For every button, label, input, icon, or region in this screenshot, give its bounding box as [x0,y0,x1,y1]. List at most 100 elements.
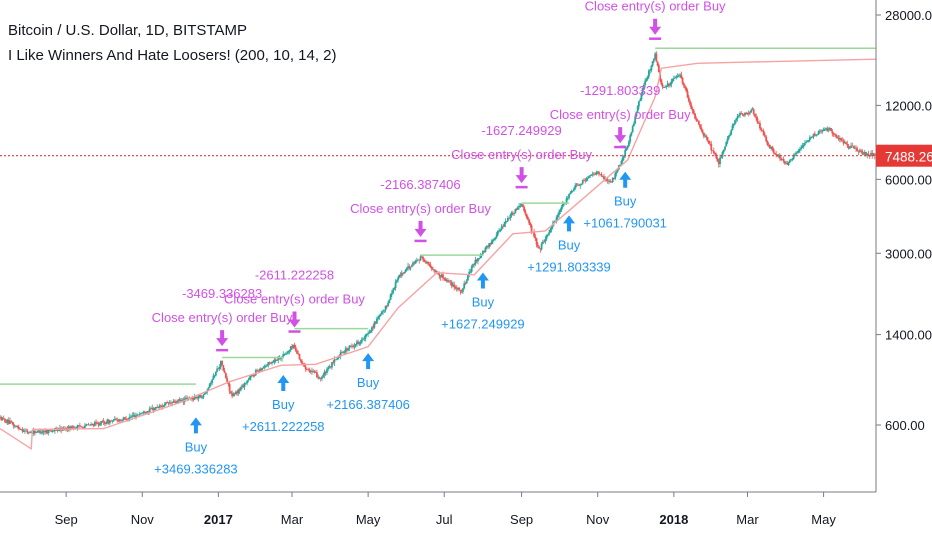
candle-body [830,128,832,132]
candle-body [176,400,179,403]
close-arrow-icon [414,220,427,237]
candle-body [68,426,71,430]
candle-body [198,395,201,397]
candle-body [12,424,15,427]
candle-body [403,272,406,274]
candle-body [161,405,164,407]
candle-body [500,226,503,230]
candle-body [526,216,529,220]
candle-body [581,180,584,184]
candle-body [771,146,774,150]
candle-body [191,397,194,399]
candle-body [418,259,421,261]
candle-body [513,213,516,215]
candle-body [503,223,506,227]
candle-body [311,370,313,372]
candle-body [328,366,331,368]
candle-body [286,352,288,354]
candle-body [185,397,187,399]
candle-body [640,93,643,100]
candle-body [704,135,706,137]
candle-body [651,61,654,66]
candle-body [324,371,327,373]
candle-body [579,184,582,186]
candle-body [86,424,89,426]
candle-body [760,128,763,131]
x-tick-label: Sep [55,512,78,527]
candle-body [631,126,634,133]
candle-body [846,144,849,146]
candle-body [97,423,100,426]
candle-body [7,419,10,424]
candle-body [151,408,154,409]
candle-body [271,361,273,364]
candle-body [419,256,422,261]
candle-body [598,171,600,175]
candle-body [22,431,25,432]
candle-body [343,351,346,353]
candle-body [744,112,746,116]
candle-body [267,362,270,365]
x-tick-label: 2017 [204,512,233,527]
candle-body [644,80,647,85]
candle-body [575,184,578,186]
candlesticks [0,51,877,437]
candle-body [519,205,522,207]
candle-body [2,418,5,420]
candle-body [545,235,548,239]
candle-body [236,391,238,394]
candle-body [405,267,408,270]
candle-body [346,348,348,351]
candle-body [341,352,343,354]
candle-body [263,366,266,368]
candle-body [156,407,159,408]
candle-body [454,286,457,289]
candle-body [616,169,619,172]
candle-body [803,143,806,145]
candle-body [430,266,433,269]
candle-body [410,265,413,267]
candle-body [363,338,366,340]
candle-body [155,407,157,409]
candle-body [487,246,489,248]
candle-body [214,371,217,376]
candle-body [279,358,282,360]
candle-body [467,274,469,281]
candle-body [655,53,658,62]
candle-body [711,150,714,152]
candle-body [224,372,227,379]
candle-body [146,411,149,413]
candle-body [378,315,381,318]
candle-body [611,178,614,183]
indicator-label[interactable]: I Like Winners And Hate Loosers! (200, 1… [8,47,337,64]
candle-body [73,427,76,429]
candle-body [181,399,184,401]
buy-value: +2166.387406 [326,397,410,412]
candle-body [791,159,794,160]
candle-body [628,141,630,146]
candle-body [761,130,764,131]
candle-body [538,246,540,249]
candle-body [248,377,251,380]
candle-body [306,369,308,371]
candle-body [348,345,351,349]
candle-body [128,416,131,419]
candle-body [353,345,356,347]
candle-body [801,145,804,148]
candle-body [786,163,789,165]
candle-body [855,147,857,149]
candle-body [465,280,468,284]
candle-body [792,155,795,160]
x-tick-label: May [811,512,836,527]
candle-body [475,259,478,262]
candle-body [98,424,101,426]
candle-body [657,65,660,73]
candle-body [292,344,295,349]
candle-body [193,397,196,400]
candle-body [717,161,720,165]
buy-value: +1291.803339 [527,259,611,274]
candle-body [766,141,769,145]
candle-body [377,317,380,319]
candle-body [662,87,665,88]
